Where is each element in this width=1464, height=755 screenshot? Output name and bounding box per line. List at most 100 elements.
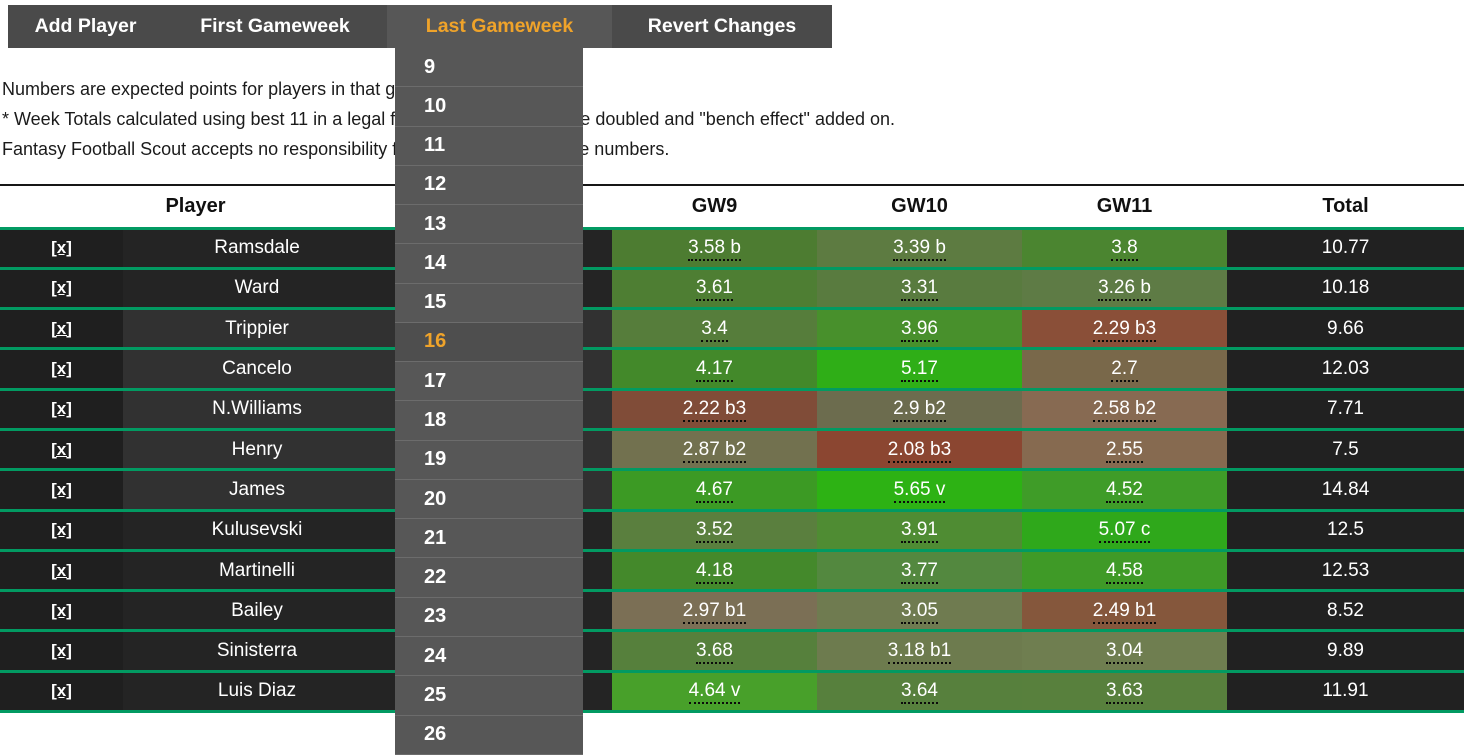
gw-points-cell[interactable]: 3.4 bbox=[612, 308, 817, 349]
gameweek-option[interactable]: 15 bbox=[395, 284, 583, 323]
gw-points-value[interactable]: 5.17 bbox=[901, 358, 938, 383]
gw-points-cell[interactable]: 3.39 b bbox=[817, 228, 1022, 269]
gw-points-cell[interactable]: 2.87 b2 bbox=[612, 429, 817, 470]
gameweek-option[interactable]: 25 bbox=[395, 676, 583, 716]
gw-points-value[interactable]: 3.26 b bbox=[1098, 277, 1151, 302]
gw-points-cell[interactable]: 2.29 b3 bbox=[1022, 308, 1227, 349]
gw-points-cell[interactable]: 3.31 bbox=[817, 268, 1022, 309]
gameweek-option[interactable]: 11 bbox=[395, 127, 583, 166]
gw-points-value[interactable]: 3.64 bbox=[901, 680, 938, 705]
gw-points-cell[interactable]: 2.9 b2 bbox=[817, 389, 1022, 430]
gw-points-value[interactable]: 3.91 bbox=[901, 519, 938, 544]
gw-points-cell[interactable]: 3.18 b1 bbox=[817, 630, 1022, 672]
gw-points-cell[interactable]: 4.58 bbox=[1022, 550, 1227, 591]
remove-x-label[interactable]: [x] bbox=[51, 681, 72, 701]
gw-points-value[interactable]: 2.7 bbox=[1111, 358, 1138, 383]
gw-points-value[interactable]: 4.18 bbox=[696, 559, 733, 584]
gameweek-option[interactable]: 14 bbox=[395, 244, 583, 284]
gw-points-value[interactable]: 3.63 bbox=[1106, 680, 1143, 705]
remove-x-label[interactable]: [x] bbox=[51, 318, 72, 338]
gw-points-cell[interactable]: 5.65 v bbox=[817, 469, 1022, 511]
menu-item-revert-changes[interactable]: Revert Changes bbox=[647, 15, 797, 37]
menu-item-add-player[interactable]: Add Player bbox=[34, 15, 137, 37]
gw-points-value[interactable]: 3.58 b bbox=[688, 237, 741, 262]
remove-x-label[interactable]: [x] bbox=[51, 399, 72, 419]
gw-points-cell[interactable]: 2.49 b1 bbox=[1022, 590, 1227, 631]
remove-player-button[interactable]: [x] bbox=[0, 510, 123, 551]
remove-player-button[interactable]: [x] bbox=[0, 469, 123, 511]
gameweek-option[interactable]: 12 bbox=[395, 166, 583, 206]
gw-points-cell[interactable]: 2.55 bbox=[1022, 429, 1227, 470]
gameweek-option[interactable]: 10 bbox=[395, 87, 583, 127]
remove-player-button[interactable]: [x] bbox=[0, 671, 123, 712]
gw-points-value[interactable]: 2.9 b2 bbox=[893, 398, 946, 423]
remove-x-label[interactable]: [x] bbox=[51, 359, 72, 379]
gw-points-cell[interactable]: 4.64 v bbox=[612, 671, 817, 712]
gameweek-option[interactable]: 24 bbox=[395, 637, 583, 677]
gw-points-cell[interactable]: 4.18 bbox=[612, 550, 817, 591]
gw-points-value[interactable]: 2.29 b3 bbox=[1092, 317, 1157, 342]
gameweek-option[interactable]: 21 bbox=[395, 519, 583, 559]
remove-player-button[interactable]: [x] bbox=[0, 348, 123, 390]
gw-points-value[interactable]: 4.58 bbox=[1106, 559, 1143, 584]
gw-points-cell[interactable]: 3.68 bbox=[612, 630, 817, 672]
gw-points-value[interactable]: 3.52 bbox=[696, 519, 733, 544]
gw-points-value[interactable]: 3.04 bbox=[1106, 640, 1143, 665]
gw-points-value[interactable]: 3.31 bbox=[901, 277, 938, 302]
remove-x-label[interactable]: [x] bbox=[51, 560, 72, 580]
gw-points-value[interactable]: 4.67 bbox=[696, 478, 733, 503]
gw-points-cell[interactable]: 4.52 bbox=[1022, 469, 1227, 511]
remove-x-label[interactable]: [x] bbox=[51, 520, 72, 540]
gw-points-cell[interactable]: 3.8 bbox=[1022, 228, 1227, 269]
gameweek-option[interactable]: 17 bbox=[395, 362, 583, 402]
remove-player-button[interactable]: [x] bbox=[0, 228, 123, 269]
gameweek-option[interactable]: 20 bbox=[395, 480, 583, 520]
gw-points-value[interactable]: 2.08 b3 bbox=[887, 438, 952, 463]
gw-points-cell[interactable]: 2.58 b2 bbox=[1022, 389, 1227, 430]
gw-points-value[interactable]: 4.52 bbox=[1106, 478, 1143, 503]
remove-x-label[interactable]: [x] bbox=[51, 439, 72, 459]
gw-points-cell[interactable]: 2.97 b1 bbox=[612, 590, 817, 631]
remove-x-label[interactable]: [x] bbox=[51, 600, 72, 620]
gw-points-value[interactable]: 2.58 b2 bbox=[1092, 398, 1157, 423]
gw-points-cell[interactable]: 3.96 bbox=[817, 308, 1022, 349]
gw-points-value[interactable]: 5.07 c bbox=[1098, 519, 1151, 544]
gw-points-value[interactable]: 3.96 bbox=[901, 317, 938, 342]
remove-player-button[interactable]: [x] bbox=[0, 590, 123, 631]
remove-player-button[interactable]: [x] bbox=[0, 429, 123, 470]
gw-points-value[interactable]: 3.4 bbox=[701, 317, 728, 342]
gw-points-cell[interactable]: 2.22 b3 bbox=[612, 389, 817, 430]
gw-points-cell[interactable]: 5.07 c bbox=[1022, 510, 1227, 551]
gw-points-cell[interactable]: 3.52 bbox=[612, 510, 817, 551]
gw-points-cell[interactable]: 2.08 b3 bbox=[817, 429, 1022, 470]
remove-player-button[interactable]: [x] bbox=[0, 630, 123, 672]
remove-player-button[interactable]: [x] bbox=[0, 308, 123, 349]
remove-player-button[interactable]: [x] bbox=[0, 550, 123, 591]
menu-item-last-gameweek[interactable]: Last Gameweek bbox=[387, 5, 612, 48]
gw-points-value[interactable]: 3.68 bbox=[696, 640, 733, 665]
gw-points-value[interactable]: 3.05 bbox=[901, 599, 938, 624]
gw-points-cell[interactable]: 3.77 bbox=[817, 550, 1022, 591]
gw-points-cell[interactable]: 3.58 b bbox=[612, 228, 817, 269]
remove-x-label[interactable]: [x] bbox=[51, 479, 72, 499]
gw-points-value[interactable]: 5.65 v bbox=[893, 478, 946, 503]
remove-player-button[interactable]: [x] bbox=[0, 389, 123, 430]
gw-points-cell[interactable]: 2.7 bbox=[1022, 348, 1227, 390]
gameweek-option[interactable]: 16 bbox=[395, 322, 583, 363]
remove-player-button[interactable]: [x] bbox=[0, 268, 123, 309]
gw-points-cell[interactable]: 4.67 bbox=[612, 469, 817, 511]
gameweek-option[interactable]: 23 bbox=[395, 598, 583, 637]
gw-points-value[interactable]: 3.18 b1 bbox=[887, 640, 952, 665]
gameweek-option[interactable]: 19 bbox=[395, 441, 583, 480]
gw-points-value[interactable]: 2.49 b1 bbox=[1092, 599, 1157, 624]
remove-x-label[interactable]: [x] bbox=[51, 641, 72, 661]
gw-points-cell[interactable]: 4.17 bbox=[612, 348, 817, 390]
gw-points-value[interactable]: 3.77 bbox=[901, 559, 938, 584]
remove-x-label[interactable]: [x] bbox=[51, 238, 72, 258]
gw-points-value[interactable]: 2.55 bbox=[1106, 438, 1143, 463]
gw-points-value[interactable]: 2.87 b2 bbox=[682, 438, 747, 463]
gw-points-cell[interactable]: 3.05 bbox=[817, 590, 1022, 631]
gw-points-cell[interactable]: 3.64 bbox=[817, 671, 1022, 712]
gw-points-cell[interactable]: 3.91 bbox=[817, 510, 1022, 551]
menu-item-first-gameweek[interactable]: First Gameweek bbox=[200, 15, 350, 37]
